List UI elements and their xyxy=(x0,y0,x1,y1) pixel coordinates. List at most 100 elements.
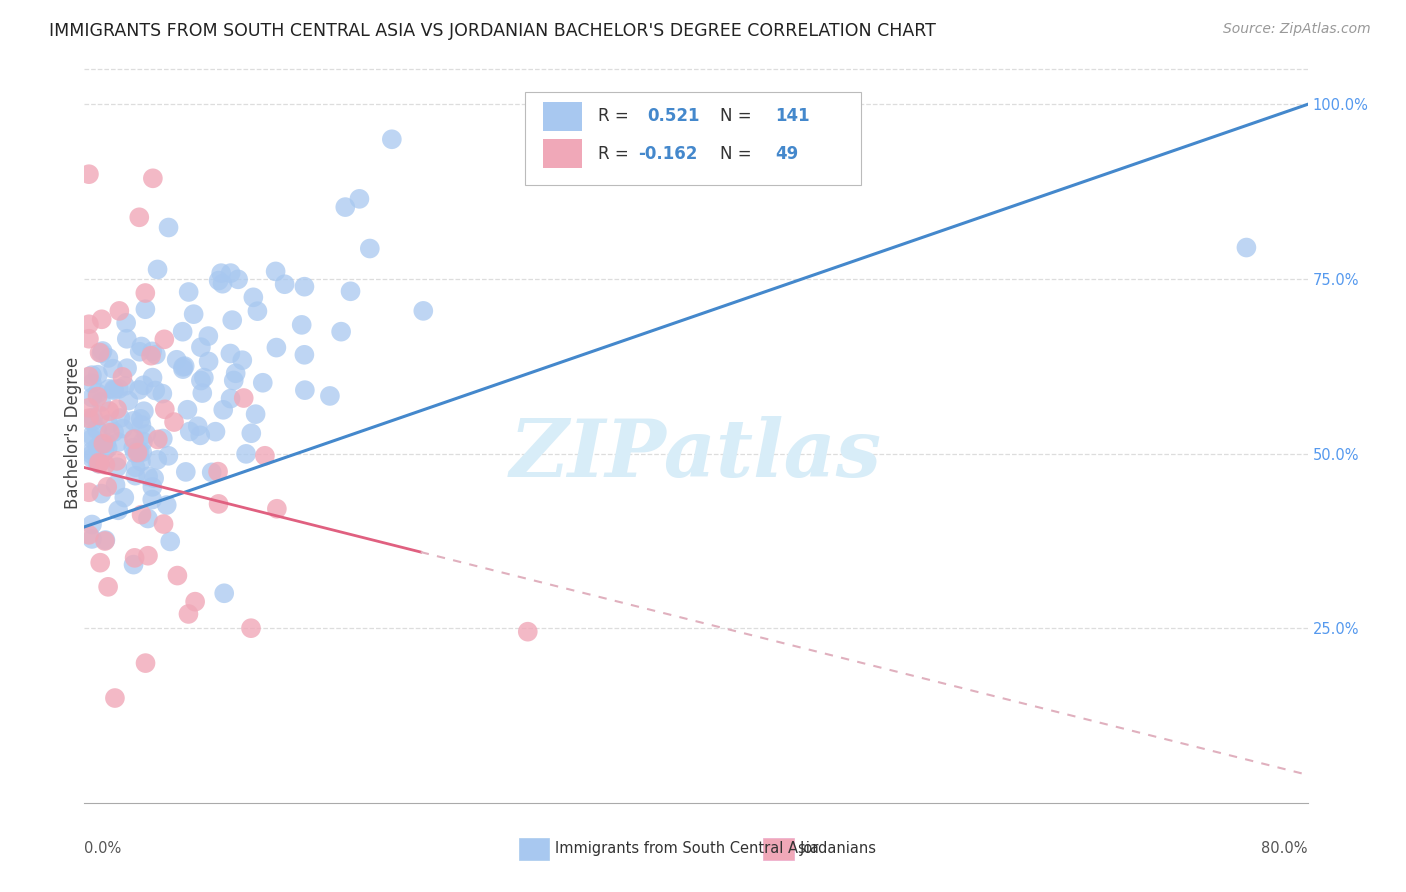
Point xyxy=(319,389,342,403)
Point xyxy=(93,444,115,458)
Point xyxy=(91,344,114,359)
Point xyxy=(153,332,176,346)
Point xyxy=(86,456,108,470)
Point xyxy=(212,586,235,600)
Point xyxy=(152,516,174,531)
Point xyxy=(172,362,194,376)
Point xyxy=(197,354,219,368)
Point xyxy=(77,369,100,384)
Point xyxy=(90,312,112,326)
Point xyxy=(96,480,118,494)
Point xyxy=(381,132,404,146)
Point xyxy=(146,262,169,277)
Point xyxy=(187,419,209,434)
Point xyxy=(77,401,100,415)
Point xyxy=(141,370,163,384)
Point xyxy=(90,437,112,451)
Point xyxy=(98,404,121,418)
Point xyxy=(77,332,100,346)
Point xyxy=(77,318,100,332)
FancyBboxPatch shape xyxy=(543,103,582,130)
FancyBboxPatch shape xyxy=(763,838,794,860)
Point xyxy=(190,374,212,388)
Point xyxy=(242,290,264,304)
Text: Jordanians: Jordanians xyxy=(800,841,877,856)
Point xyxy=(146,433,169,447)
Point xyxy=(252,376,274,390)
Point xyxy=(105,454,128,468)
Point xyxy=(86,390,108,404)
Point xyxy=(91,436,114,450)
Point xyxy=(122,432,145,446)
Point xyxy=(80,451,103,466)
Point xyxy=(177,285,200,299)
Point xyxy=(90,346,112,360)
Point xyxy=(124,432,146,446)
Point xyxy=(104,478,127,492)
Point xyxy=(141,480,163,494)
Point xyxy=(219,392,242,406)
FancyBboxPatch shape xyxy=(543,139,582,168)
Point xyxy=(231,353,253,368)
Text: -0.162: -0.162 xyxy=(638,145,697,162)
Point xyxy=(103,384,125,398)
Point xyxy=(128,344,150,359)
Point xyxy=(135,427,157,442)
Point xyxy=(90,395,112,409)
Point xyxy=(174,465,197,479)
Point xyxy=(225,366,247,380)
Text: 0.521: 0.521 xyxy=(647,108,700,126)
Point xyxy=(197,329,219,343)
Point xyxy=(139,349,162,363)
FancyBboxPatch shape xyxy=(524,92,860,185)
Point xyxy=(141,492,163,507)
Point xyxy=(134,302,156,317)
Text: 49: 49 xyxy=(776,145,799,162)
Point xyxy=(80,444,103,458)
Point xyxy=(124,460,146,475)
Point xyxy=(204,425,226,439)
Point xyxy=(1236,240,1258,255)
Point xyxy=(145,348,167,362)
Point xyxy=(127,445,149,459)
Point xyxy=(89,556,111,570)
Point xyxy=(183,307,205,321)
Point xyxy=(209,266,232,280)
Point xyxy=(77,167,100,181)
Point xyxy=(150,386,173,401)
Point xyxy=(111,369,134,384)
Point xyxy=(86,423,108,437)
Text: Immigrants from South Central Asia: Immigrants from South Central Asia xyxy=(555,841,820,856)
Point xyxy=(190,340,212,354)
Point xyxy=(166,568,188,582)
Point xyxy=(110,411,132,425)
Point xyxy=(128,445,150,459)
Point xyxy=(86,386,108,401)
Point xyxy=(80,517,103,532)
Point xyxy=(124,550,146,565)
Point xyxy=(153,402,176,417)
Point xyxy=(207,465,229,479)
Point xyxy=(89,345,111,359)
Point xyxy=(142,171,165,186)
Point xyxy=(124,468,146,483)
Point xyxy=(335,200,357,214)
Point xyxy=(136,469,159,483)
Point xyxy=(94,533,117,547)
Point xyxy=(90,486,112,500)
Point xyxy=(240,621,263,635)
Point xyxy=(101,361,124,376)
Text: 0.0%: 0.0% xyxy=(84,841,121,856)
Point xyxy=(173,359,195,373)
Point xyxy=(226,272,249,286)
Text: 80.0%: 80.0% xyxy=(1261,841,1308,856)
Text: ZIPatlas: ZIPatlas xyxy=(510,416,882,493)
Point xyxy=(212,402,235,417)
Point xyxy=(115,316,138,330)
Point xyxy=(219,266,242,280)
Point xyxy=(103,425,125,439)
Text: 141: 141 xyxy=(776,108,810,126)
Point xyxy=(191,386,214,401)
Point xyxy=(98,425,121,440)
Point xyxy=(131,445,153,459)
